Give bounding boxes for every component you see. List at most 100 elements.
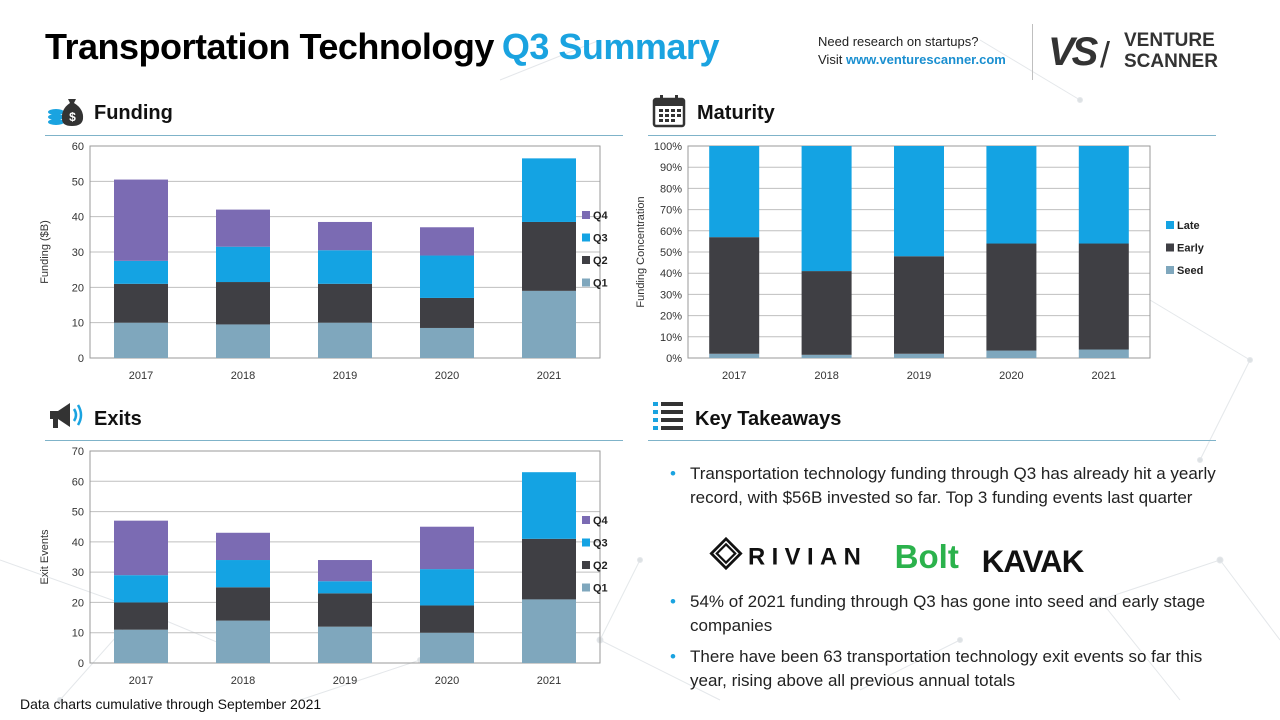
legend-swatch [582,256,590,264]
legend-label: Late [1177,220,1200,232]
bar-segment-q3 [420,255,474,298]
bar-segment-q1 [420,632,474,663]
bar-segment-q1 [216,620,270,663]
y-tick-label: 60% [660,226,682,238]
y-tick-label: 0% [666,353,682,365]
legend-label: Q2 [593,255,608,267]
page-title-accent: Q3 Summary [501,26,720,67]
maturity-chart: 0% 10% 20% 30% 40% 50% 60% 70% 80% 90% 100% Funding… [635,141,1205,382]
y-tick-label: 40 [72,537,84,549]
legend-label: Q1 [593,583,608,595]
x-tick-label: 2017 [129,370,153,382]
legend-label: Q3 [593,233,608,245]
bullet: • [670,647,676,666]
legend-label: Q3 [593,538,608,550]
bar-segment-seed [709,353,760,358]
y-tick-label: 30% [660,289,682,301]
legend-swatch [582,516,590,524]
y-tick-label: 40 [72,212,84,224]
bar-segment-q4 [318,221,372,251]
bar-segment-q3 [216,246,270,283]
bar-segment-early [986,243,1037,351]
maturity-section-rule [648,135,1216,136]
takeaway-item: • 54% of 2021 funding through Q3 has gone… [668,590,1228,638]
website-link[interactable]: www.venturescanner.com [845,52,1006,67]
kavak-logo-text: KAVAK [982,544,1085,579]
y-tick-label: 70% [660,205,682,217]
bar-segment-q1 [216,324,270,358]
logo-name-line2: SCANNER [1124,51,1218,72]
bar-segment-late [1078,146,1129,244]
takeaways-section-title: Key Takeaways [695,408,842,430]
legend-swatch [1166,243,1174,252]
bar-segment-early [1078,243,1129,350]
bar-segment-q2 [522,538,576,600]
bar-segment-q2 [318,593,372,627]
y-axis-label: Funding ($B) [39,220,51,284]
bar-segment-seed [1078,349,1129,358]
y-tick-label: 60 [72,476,84,488]
bar-segment-q3 [522,158,576,222]
bar-segment-q4 [420,526,474,570]
exits-chart: 0 10 20 30 40 50 60 70 Exit Events 2017 2018 2019 20… [39,446,609,687]
bar-segment-q2 [216,282,270,325]
y-tick-label: 50 [72,176,84,188]
bar-segment-q2 [216,587,270,621]
maturity-section-title: Maturity [697,102,775,124]
y-tick-label: 30 [72,567,84,579]
x-tick-label: 2018 [814,370,838,382]
legend-swatch [582,538,590,547]
header-divider [1032,24,1033,80]
y-tick-label: 30 [72,247,84,259]
research-visit-label: Visit [818,52,843,67]
bar-segment-late [801,146,852,272]
x-tick-label: 2017 [129,675,153,687]
bar-segment-q3 [114,575,168,603]
y-axis-label: Funding Concentration [635,196,647,307]
bar-segment-q3 [318,581,372,594]
takeaway-text: There have been 63 transportation techno… [690,647,1203,690]
takeaways-list: • Transportation technology funding throu… [668,462,1228,693]
bar-segment-seed [801,354,852,358]
legend-swatch [582,278,590,287]
rivian-logo-text: RIVIAN [748,544,867,571]
x-tick-label: 2020 [999,370,1023,382]
legend-swatch [1166,266,1174,274]
logo-mark: VS [1048,30,1098,74]
exits-section-title: Exits [94,408,142,430]
company-logos: RIVIAN Bolt KAVAK [709,537,1086,579]
rivian-logo: RIVIAN [709,537,867,571]
bar-segment-q1 [114,629,168,663]
bar-segment-q1 [318,626,372,663]
exits-section-rule [45,440,623,441]
bar-segment-q2 [318,283,372,323]
bullet: • [670,464,676,483]
legend-label: Q1 [593,278,608,290]
bar-segment-q2 [522,221,576,291]
logo-name-line1: VENTURE [1124,30,1215,51]
legend-label: Q4 [593,210,609,222]
x-tick-label: 2020 [435,675,459,687]
bar-segment-q4 [420,227,474,256]
y-tick-label: 70 [72,446,84,458]
legend-label: Q4 [593,515,609,527]
y-tick-label: 0 [78,658,84,670]
bar-segment-q3 [318,250,372,284]
x-tick-label: 2018 [231,370,255,382]
legend-swatch [582,583,590,592]
bar-segment-late [894,146,944,257]
bar-segment-q3 [216,560,270,588]
takeaway-text: 54% of 2021 funding through Q3 has gone … [690,592,1206,635]
y-tick-label: 40% [660,268,682,280]
svg-text:$: $ [69,110,76,124]
bar-segment-late [709,146,760,238]
y-tick-label: 10 [72,318,84,330]
legend-label: Early [1177,243,1205,255]
y-tick-label: 20% [660,311,682,323]
y-tick-label: 20 [72,282,84,294]
funding-section-title: Funding [94,102,173,124]
y-tick-label: 100% [654,141,682,153]
bar-segment-q1 [420,327,474,358]
megaphone-icon [50,403,83,428]
bar-segment-q1 [318,322,372,358]
